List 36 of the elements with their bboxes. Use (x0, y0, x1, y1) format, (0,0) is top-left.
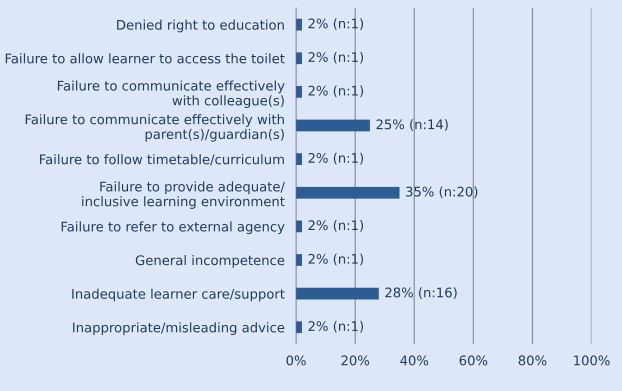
bar (296, 220, 302, 232)
y-tick-label: Inadequate learner care/support (72, 288, 285, 302)
bar (296, 321, 302, 334)
bar (296, 52, 302, 64)
y-tick-label: Failure to provide adequate/ inclusive learning environment (82, 181, 285, 209)
x-tick-label: 20% (341, 355, 370, 366)
x-tick-label: 60% (460, 355, 488, 366)
y-tick-label: Failure to follow timetable/curriculum (40, 154, 284, 166)
x-tick-label: 0% (286, 355, 306, 366)
y-tick-label: Failure to refer to external agency (62, 221, 285, 234)
y-tick-label: Failure to allow learner to access the toilet (6, 53, 285, 64)
y-tick-label: General incompetence (136, 255, 284, 268)
data-label: 2% (n:1) (308, 86, 364, 98)
data-label: 2% (n:1) (308, 52, 364, 64)
data-label: 2% (n:1) (308, 152, 364, 165)
bar (296, 288, 379, 300)
data-label: 35% (n:20) (406, 186, 478, 198)
data-label: 28% (n:16) (385, 287, 457, 300)
bar (296, 186, 400, 199)
bar (296, 254, 302, 266)
y-tick-label: Inappropriate/misleading advice (73, 322, 284, 336)
x-tick-label: 40% (400, 355, 428, 366)
bar (296, 120, 370, 132)
data-label: 25% (n:14) (376, 119, 448, 131)
y-tick-label: Failure to communicate effectively with colleague(s) (58, 80, 285, 108)
data-label: 2% (n:1) (308, 220, 364, 232)
bar (296, 86, 302, 98)
x-tick-label: 100% (574, 355, 610, 366)
data-label: 2% (n:1) (308, 254, 364, 266)
bar (296, 153, 302, 166)
y-tick-label: Failure to communicate effectively with parent(s)/guardian(s) (26, 114, 284, 142)
x-tick-label: 80% (518, 355, 546, 366)
data-label: 2% (n:1) (308, 18, 364, 30)
bar (296, 18, 302, 31)
y-tick-label: Denied right to education (117, 20, 284, 32)
data-label: 2% (n:1) (308, 320, 364, 333)
